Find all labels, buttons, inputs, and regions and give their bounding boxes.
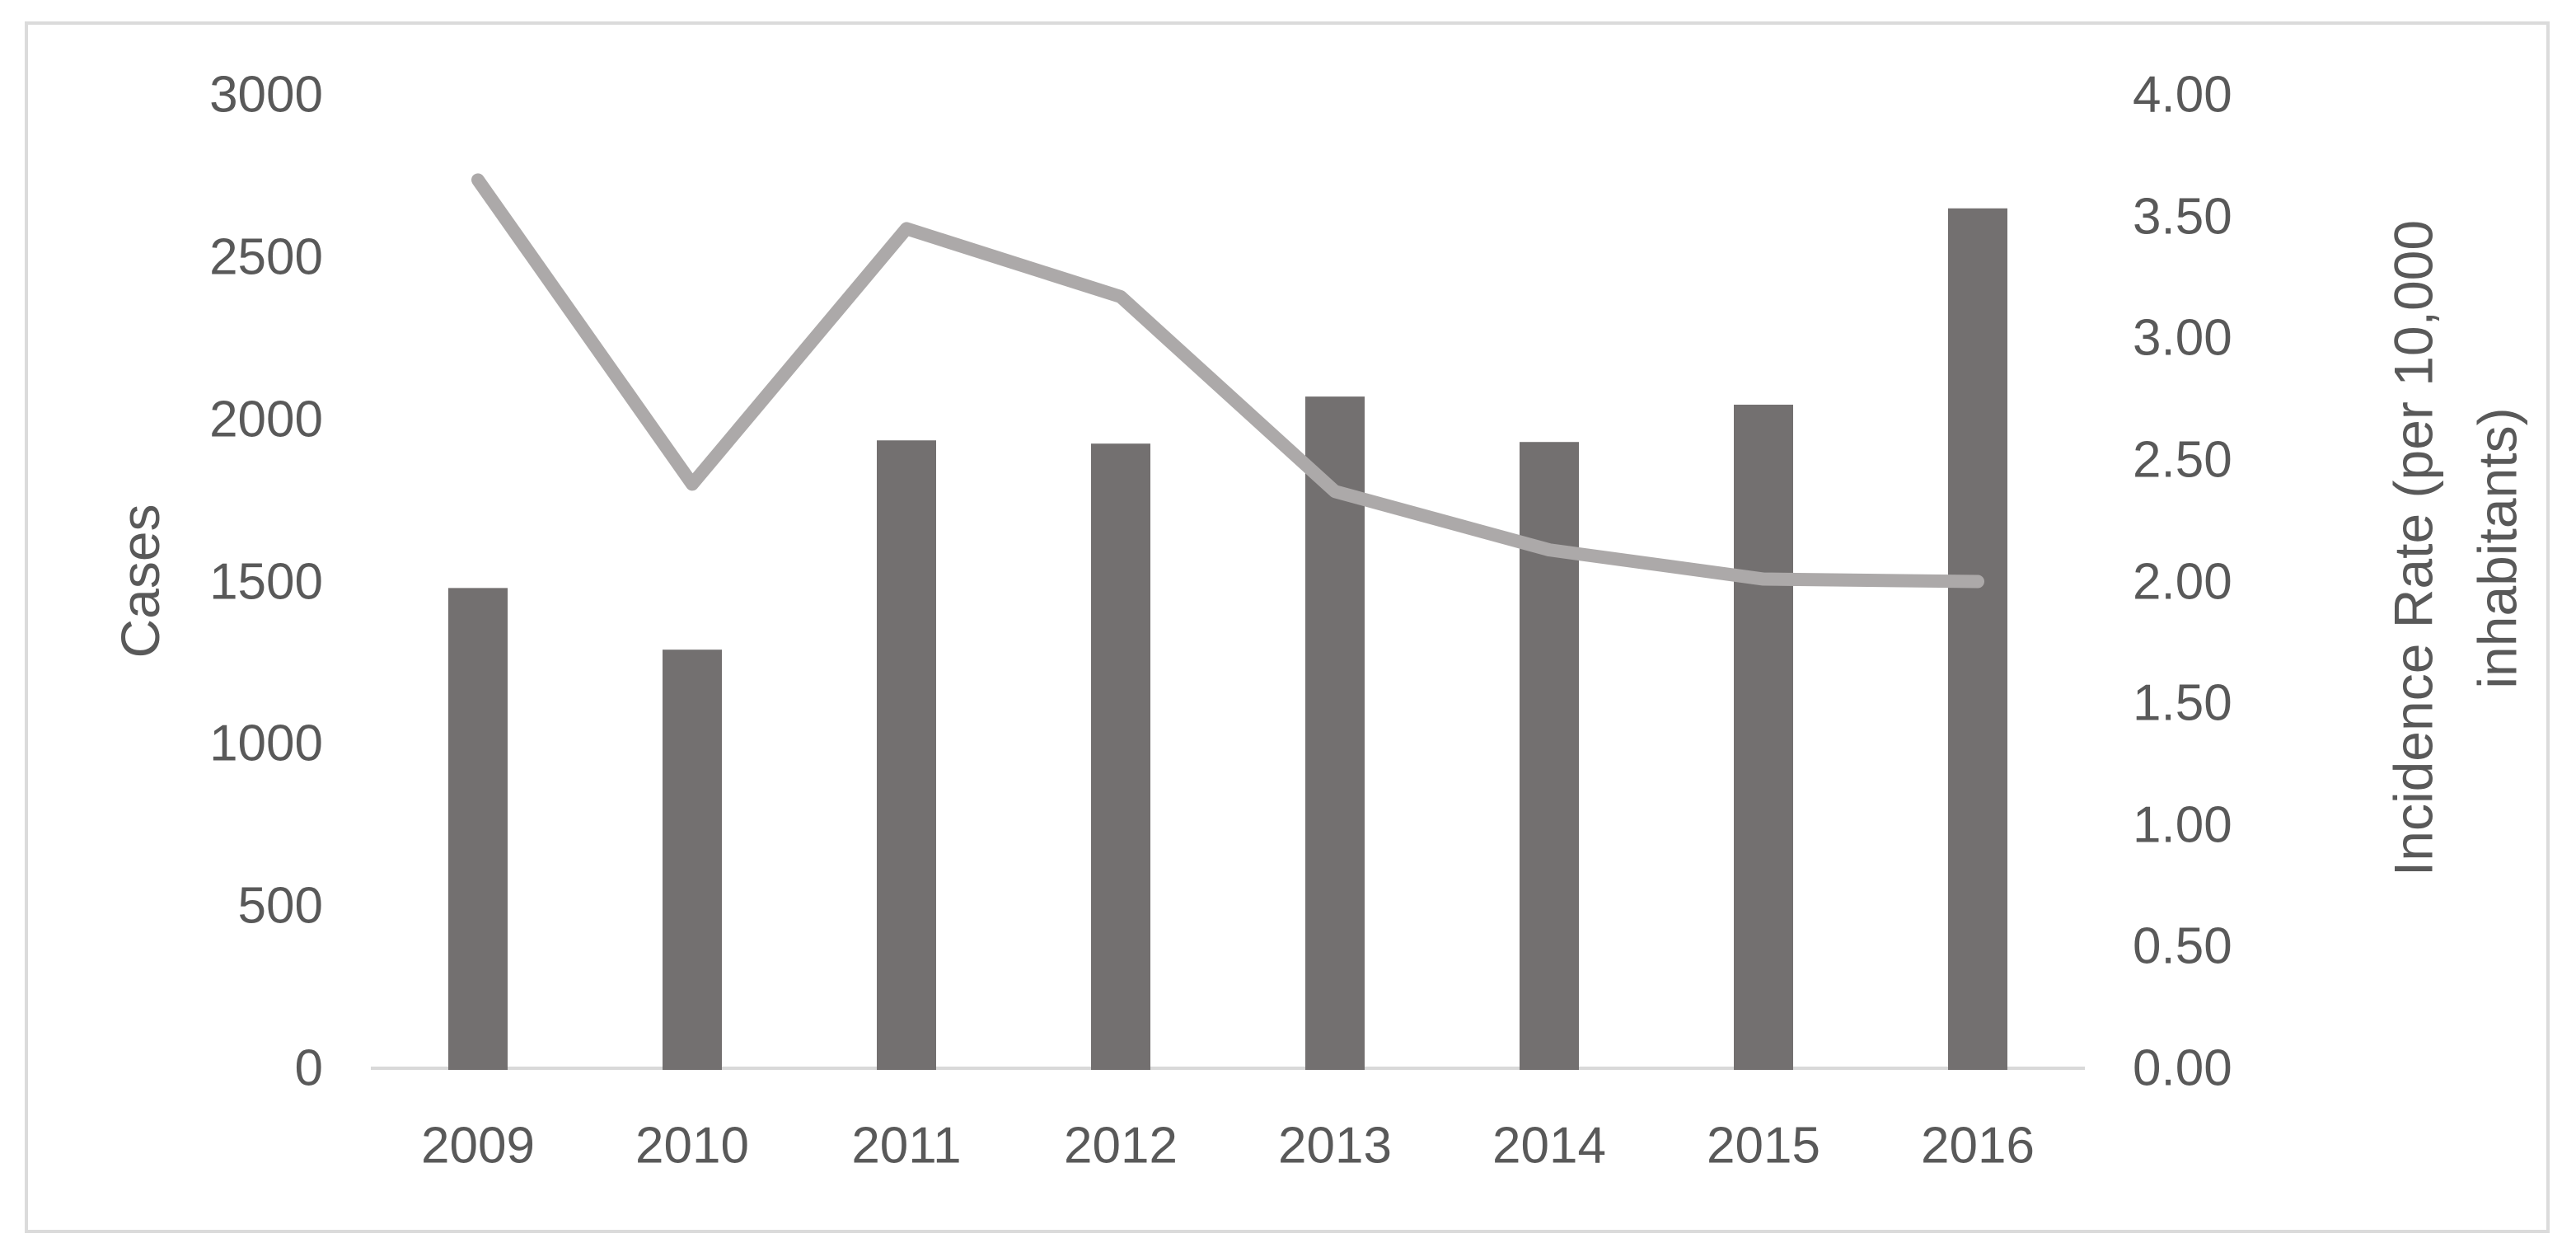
x-axis-tick-2012: 2012 bbox=[1064, 1117, 1178, 1175]
bar-2011 bbox=[877, 440, 936, 1070]
y-axis-tick-right-0.00: 0.00 bbox=[2133, 1039, 2232, 1097]
y-axis-tick-right-3.50: 3.50 bbox=[2133, 188, 2232, 246]
y-axis-tick-right-1.00: 1.00 bbox=[2133, 796, 2232, 854]
right-axis-title: Incidence Rate (per 10,000 inhabitants) bbox=[2372, 220, 2541, 876]
x-axis-tick-2010: 2010 bbox=[635, 1117, 749, 1175]
incidence-rate-line bbox=[471, 173, 1984, 589]
y-axis-tick-right-4.00: 4.00 bbox=[2133, 66, 2232, 124]
right-axis-title-line2: inhabitants) bbox=[2467, 407, 2528, 689]
y-axis-tick-left-0: 0 bbox=[294, 1039, 323, 1097]
x-axis-tick-2011: 2011 bbox=[851, 1117, 962, 1175]
y-axis-tick-right-0.50: 0.50 bbox=[2133, 917, 2232, 975]
bar-2009 bbox=[448, 588, 508, 1070]
y-axis-tick-right-2.50: 2.50 bbox=[2133, 431, 2232, 489]
bar-2010 bbox=[663, 650, 722, 1070]
x-axis-tick-2013: 2013 bbox=[1278, 1117, 1392, 1175]
y-axis-tick-left-2000: 2000 bbox=[209, 391, 323, 448]
x-axis-tick-2014: 2014 bbox=[1492, 1117, 1606, 1175]
bar-2015 bbox=[1734, 404, 1793, 1070]
y-axis-tick-left-1500: 1500 bbox=[209, 553, 323, 610]
y-axis-tick-left-3000: 3000 bbox=[209, 66, 323, 124]
y-axis-tick-right-1.50: 1.50 bbox=[2133, 674, 2232, 732]
y-axis-tick-right-3.00: 3.00 bbox=[2133, 309, 2232, 367]
x-axis-tick-2015: 2015 bbox=[1707, 1117, 1820, 1175]
right-axis-title-line1: Incidence Rate (per 10,000 bbox=[2382, 219, 2444, 877]
bar-2013 bbox=[1305, 396, 1365, 1070]
bar-2016 bbox=[1948, 208, 2007, 1071]
bar-2012 bbox=[1091, 443, 1150, 1070]
x-axis-tick-2016: 2016 bbox=[1921, 1117, 2035, 1175]
chart-border-frame bbox=[25, 21, 2550, 1233]
y-axis-tick-left-500: 500 bbox=[237, 877, 323, 935]
y-axis-tick-right-2.00: 2.00 bbox=[2133, 553, 2232, 610]
x-axis-tick-2009: 2009 bbox=[421, 1117, 535, 1175]
y-axis-tick-left-1000: 1000 bbox=[209, 715, 323, 772]
bar-2014 bbox=[1520, 442, 1579, 1070]
y-axis-tick-left-2500: 2500 bbox=[209, 228, 323, 286]
